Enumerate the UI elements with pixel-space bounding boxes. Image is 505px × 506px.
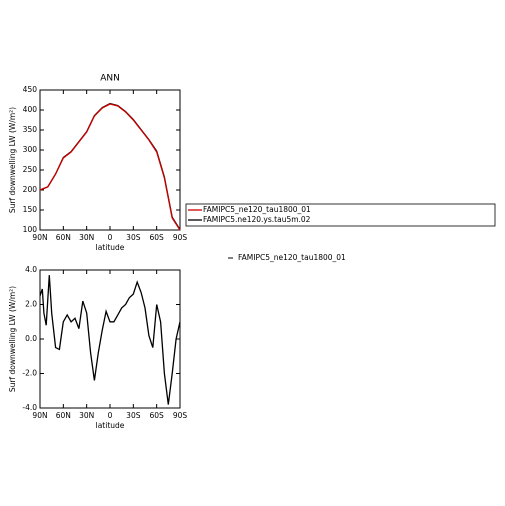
y-tick-label: 450 [23,85,38,94]
series-line [39,103,181,231]
x-tick-label: 60S [150,233,165,242]
y-tick-label: 300 [23,145,38,154]
x-axis-label: latitude [96,421,125,430]
y-tick-label: 100 [23,225,38,234]
y-tick-label: 4.0 [25,265,37,274]
legend-label: FAMIPC5.ne120.ys.tau5m.02 [203,215,311,224]
x-tick-label: 30S [126,411,141,420]
x-tick-label: 30N [79,233,94,242]
series-line [39,275,181,405]
x-tick-label: 90N [32,411,47,420]
y-tick-label: 200 [23,185,38,194]
legend-box [185,203,496,227]
y-tick-label: 350 [23,125,38,134]
x-tick-label: 30S [126,233,141,242]
chart-title: ANN [100,74,120,84]
legend-label: FAMIPC5_ne120_tau1800_01 [203,205,311,214]
x-tick-label: 0 [108,233,113,242]
x-tick-label: 60N [56,411,71,420]
y-axis-label: Surf downwelling LW (W/m²) [8,107,17,213]
series-line [39,102,181,230]
x-axis-label: latitude [96,243,125,252]
x-tick-label: 30N [79,411,94,420]
x-tick-label: 60N [56,233,71,242]
x-tick-label: 60S [150,411,165,420]
y-tick-label: -2.0 [22,369,37,378]
y-tick-label: 150 [23,205,38,214]
x-tick-label: 0 [108,411,113,420]
y-axis-label: Surf downwelling LW (W/m²) [8,286,17,392]
y-tick-label: -4.0 [22,403,37,412]
x-tick-label: 90N [32,233,47,242]
annotation: FAMIPC5_ne120_tau1800_01 [238,253,346,262]
x-tick-label: 90S [173,233,188,242]
y-tick-label: 2.0 [25,300,37,309]
y-tick-label: 400 [23,105,38,114]
y-tick-label: 250 [23,165,38,174]
x-tick-label: 90S [173,411,188,420]
y-tick-label: 0.0 [25,334,37,343]
